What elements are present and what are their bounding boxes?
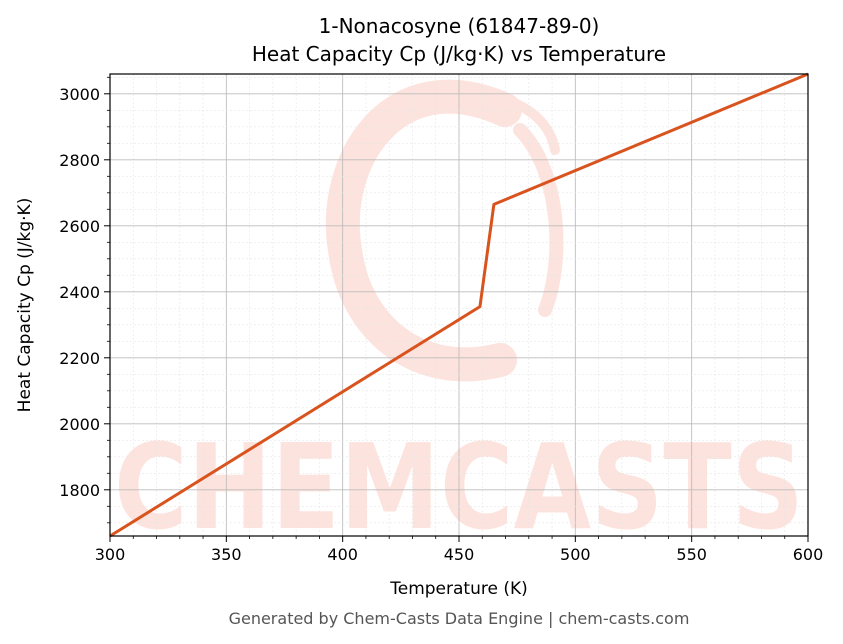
x-tick-label: 400	[327, 545, 358, 564]
y-tick-label: 2200	[59, 349, 100, 368]
y-tick-label: 2600	[59, 217, 100, 236]
x-tick-label: 450	[444, 545, 475, 564]
y-tick-label: 2000	[59, 415, 100, 434]
watermark-logo	[325, 79, 564, 382]
x-tick-label: 500	[560, 545, 591, 564]
y-axis-label: Heat Capacity Cp (J/kg·K)	[15, 198, 35, 413]
footer-credit: Generated by Chem-Casts Data Engine | ch…	[229, 609, 690, 628]
x-tick-label: 300	[95, 545, 126, 564]
chart-title-line2: Heat Capacity Cp (J/kg·K) vs Temperature	[252, 42, 666, 66]
series-line	[109, 72, 809, 538]
y-tick-label: 2400	[59, 283, 100, 302]
x-tick-label: 600	[793, 545, 824, 564]
y-tick-label: 3000	[59, 85, 100, 104]
axis-ticks: 300 350 400 450 500 550 600 1800 2000 2200 2400 260…	[59, 76, 824, 564]
x-axis-label: Temperature (K)	[389, 579, 528, 599]
series-layer	[109, 72, 809, 538]
x-tick-label: 550	[676, 545, 707, 564]
grid	[109, 74, 809, 536]
chart-title-line1: 1-Nonacosyne (61847-89-0)	[319, 14, 600, 38]
y-tick-label: 2800	[59, 151, 100, 170]
y-tick-label: 1800	[59, 481, 100, 500]
x-tick-label: 350	[211, 545, 242, 564]
